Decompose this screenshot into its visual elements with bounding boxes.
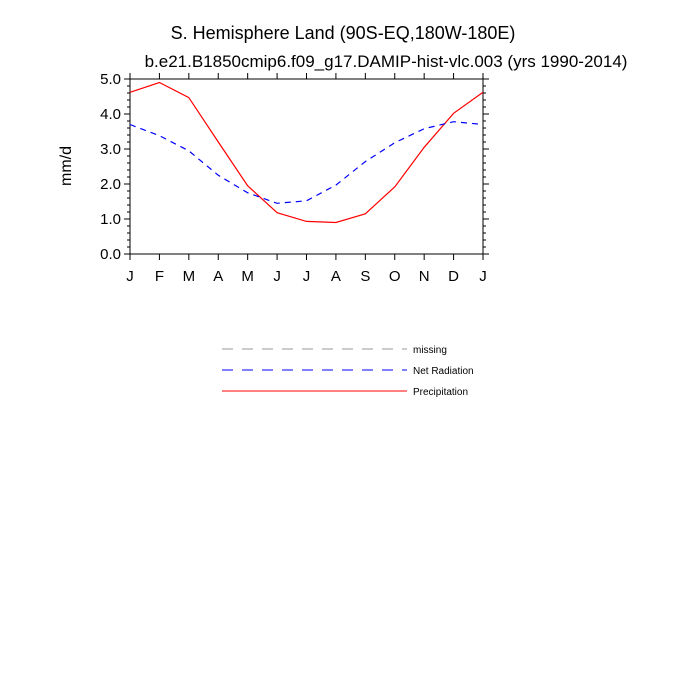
plot-frame bbox=[129, 78, 484, 255]
x-tick-label: A bbox=[331, 268, 341, 285]
x-tick-label: J bbox=[303, 268, 311, 285]
legend-label-missing: missing bbox=[413, 345, 447, 356]
legend-label-precipitation: Precipitation bbox=[413, 387, 468, 398]
y-tick-label: 5.0 bbox=[100, 71, 121, 88]
plot-area: 0.01.02.03.04.05.0J F M A M J J A S O N D J bbox=[100, 71, 489, 285]
x-tick-label: O bbox=[389, 268, 401, 285]
x-tick-label: M bbox=[241, 268, 254, 285]
x-tick-label: F bbox=[155, 268, 164, 285]
x-tick-label: A bbox=[213, 268, 223, 285]
x-tick-label: M bbox=[183, 268, 196, 285]
x-tick-label: N bbox=[419, 268, 430, 285]
x-tick-label: D bbox=[448, 268, 459, 285]
chart-title: S. Hemisphere Land (90S-EQ,180W-180E) bbox=[171, 23, 516, 43]
y-tick-label: 2.0 bbox=[100, 176, 121, 193]
chart-subtitle: b.e21.B1850cmip6.f09_g17.DAMIP-hist-vlc.… bbox=[145, 52, 628, 71]
x-tick-label: J bbox=[479, 268, 487, 285]
x-tick-label: J bbox=[126, 268, 134, 285]
legend-label-net-radiation: Net Radiation bbox=[413, 366, 474, 377]
x-tick-label: J bbox=[273, 268, 281, 285]
series-line-precipitation bbox=[129, 81, 484, 224]
y-axis-label: mm/d bbox=[58, 146, 75, 186]
y-tick-label: 0.0 bbox=[100, 246, 121, 263]
series-line-net-radiation bbox=[129, 121, 484, 204]
y-tick-label: 4.0 bbox=[100, 106, 121, 123]
y-tick-label: 1.0 bbox=[100, 211, 121, 228]
x-tick-label: S bbox=[360, 268, 370, 285]
legend: missing Net Radiation Precipitation bbox=[222, 345, 474, 398]
y-tick-label: 3.0 bbox=[100, 141, 121, 158]
